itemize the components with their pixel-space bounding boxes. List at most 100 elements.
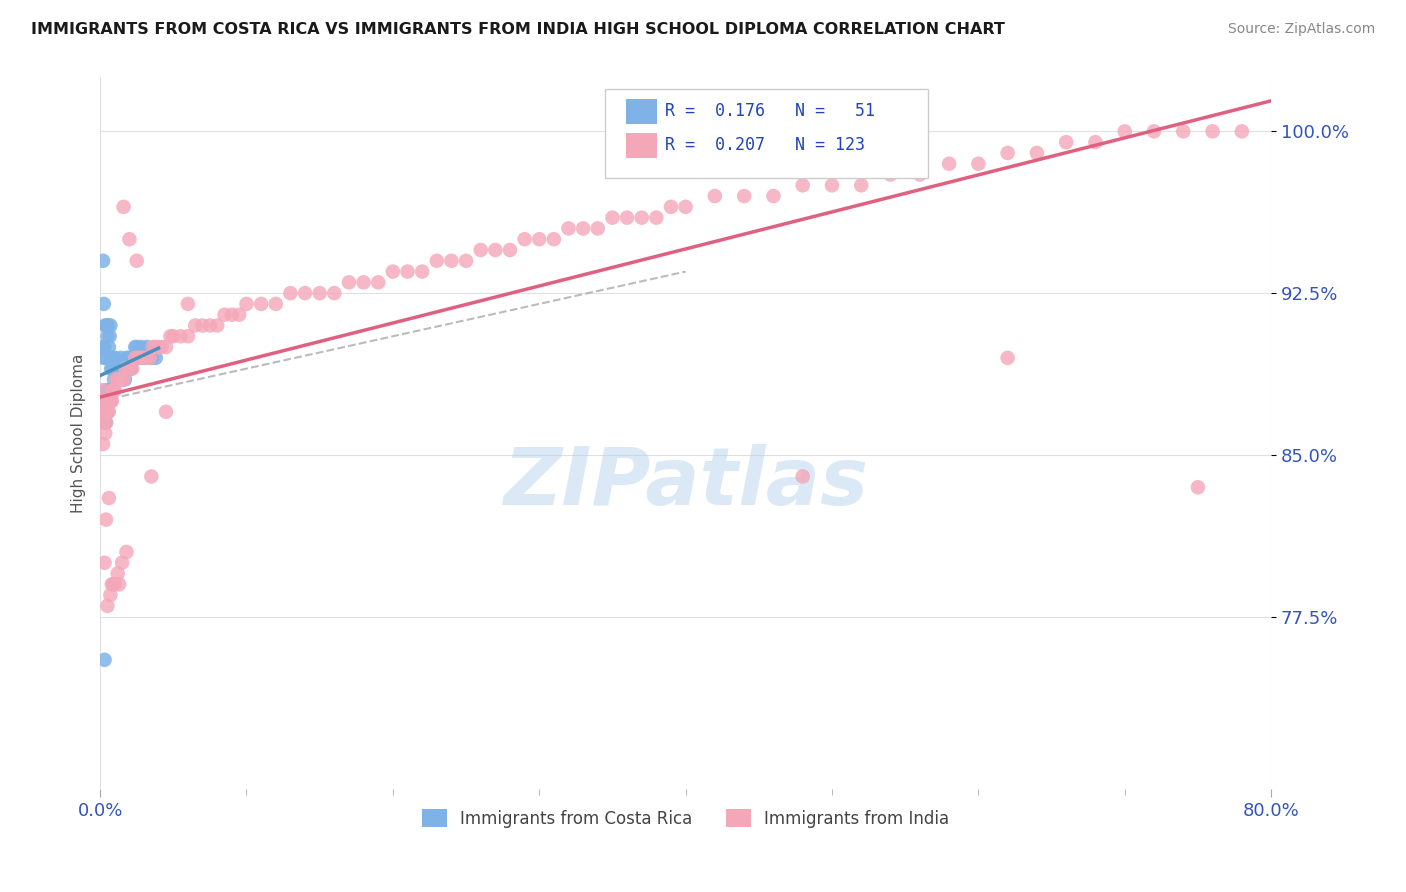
Point bbox=[96, 329, 118, 343]
Point bbox=[411, 264, 433, 278]
Point bbox=[96, 318, 118, 333]
Point bbox=[228, 308, 250, 322]
Point bbox=[112, 361, 135, 376]
Point bbox=[98, 394, 121, 409]
Point bbox=[308, 286, 330, 301]
Point bbox=[107, 372, 129, 386]
Point bbox=[103, 372, 125, 386]
Point bbox=[145, 351, 167, 365]
Point bbox=[94, 416, 117, 430]
Text: R =  0.176   N =   51: R = 0.176 N = 51 bbox=[665, 103, 875, 120]
Text: R =  0.207   N = 123: R = 0.207 N = 123 bbox=[665, 136, 865, 154]
Point bbox=[115, 351, 138, 365]
Point bbox=[108, 577, 131, 591]
Point bbox=[125, 340, 148, 354]
Point bbox=[101, 351, 124, 365]
Point bbox=[645, 211, 668, 225]
Point bbox=[114, 372, 136, 386]
Point bbox=[150, 340, 173, 354]
Point bbox=[145, 340, 167, 354]
Point bbox=[367, 276, 389, 290]
Point bbox=[1054, 135, 1077, 149]
Point bbox=[484, 243, 506, 257]
Point bbox=[169, 329, 191, 343]
Point bbox=[529, 232, 551, 246]
Point bbox=[104, 577, 127, 591]
Point bbox=[110, 351, 132, 365]
Point bbox=[997, 145, 1019, 160]
Point bbox=[155, 340, 177, 354]
Point bbox=[396, 264, 419, 278]
Point bbox=[100, 394, 122, 409]
Point bbox=[91, 253, 114, 268]
Point bbox=[454, 253, 477, 268]
Point bbox=[94, 318, 117, 333]
Point bbox=[129, 340, 152, 354]
Point bbox=[128, 351, 150, 365]
Point bbox=[103, 383, 125, 397]
Point bbox=[101, 383, 124, 397]
Point bbox=[93, 405, 115, 419]
Point bbox=[100, 588, 122, 602]
Point bbox=[294, 286, 316, 301]
Point bbox=[114, 361, 136, 376]
Point bbox=[117, 361, 139, 376]
Point bbox=[93, 394, 115, 409]
Point bbox=[111, 372, 134, 386]
Point bbox=[91, 383, 114, 397]
Point bbox=[1084, 135, 1107, 149]
Point bbox=[101, 361, 124, 376]
Point bbox=[97, 394, 120, 409]
Point bbox=[103, 383, 125, 397]
Point bbox=[94, 416, 117, 430]
Point bbox=[105, 372, 128, 386]
Point bbox=[97, 340, 120, 354]
Point bbox=[323, 286, 346, 301]
Point bbox=[97, 405, 120, 419]
Point bbox=[118, 351, 141, 365]
Point bbox=[93, 340, 115, 354]
Point bbox=[703, 189, 725, 203]
Point bbox=[762, 189, 785, 203]
Point bbox=[177, 297, 200, 311]
Point bbox=[93, 405, 115, 419]
Point bbox=[132, 351, 155, 365]
Point bbox=[586, 221, 609, 235]
Point bbox=[155, 405, 177, 419]
Point bbox=[264, 297, 287, 311]
Point bbox=[107, 361, 129, 376]
Point bbox=[115, 545, 138, 559]
Point bbox=[117, 361, 139, 376]
Point bbox=[141, 351, 163, 365]
Point bbox=[97, 318, 120, 333]
Point bbox=[139, 351, 162, 365]
Legend: Immigrants from Costa Rica, Immigrants from India: Immigrants from Costa Rica, Immigrants f… bbox=[415, 803, 956, 834]
Point bbox=[124, 340, 146, 354]
Point bbox=[792, 469, 814, 483]
Point bbox=[108, 372, 131, 386]
Point bbox=[602, 211, 624, 225]
Point bbox=[440, 253, 463, 268]
Point bbox=[90, 405, 112, 419]
Point bbox=[94, 513, 117, 527]
Point bbox=[103, 351, 125, 365]
Point bbox=[616, 211, 638, 225]
Point bbox=[120, 361, 142, 376]
Point bbox=[98, 329, 121, 343]
Point bbox=[221, 308, 243, 322]
Point bbox=[142, 340, 165, 354]
Point bbox=[96, 599, 118, 613]
Point bbox=[470, 243, 492, 257]
Point bbox=[1187, 480, 1209, 494]
Point bbox=[630, 211, 652, 225]
Point bbox=[821, 178, 844, 193]
Point bbox=[543, 232, 565, 246]
Point bbox=[107, 566, 129, 581]
Point bbox=[94, 351, 117, 365]
Point bbox=[572, 221, 595, 235]
Point bbox=[100, 383, 122, 397]
Point bbox=[235, 297, 257, 311]
Point bbox=[103, 577, 125, 591]
Point bbox=[91, 340, 114, 354]
Point bbox=[353, 276, 375, 290]
